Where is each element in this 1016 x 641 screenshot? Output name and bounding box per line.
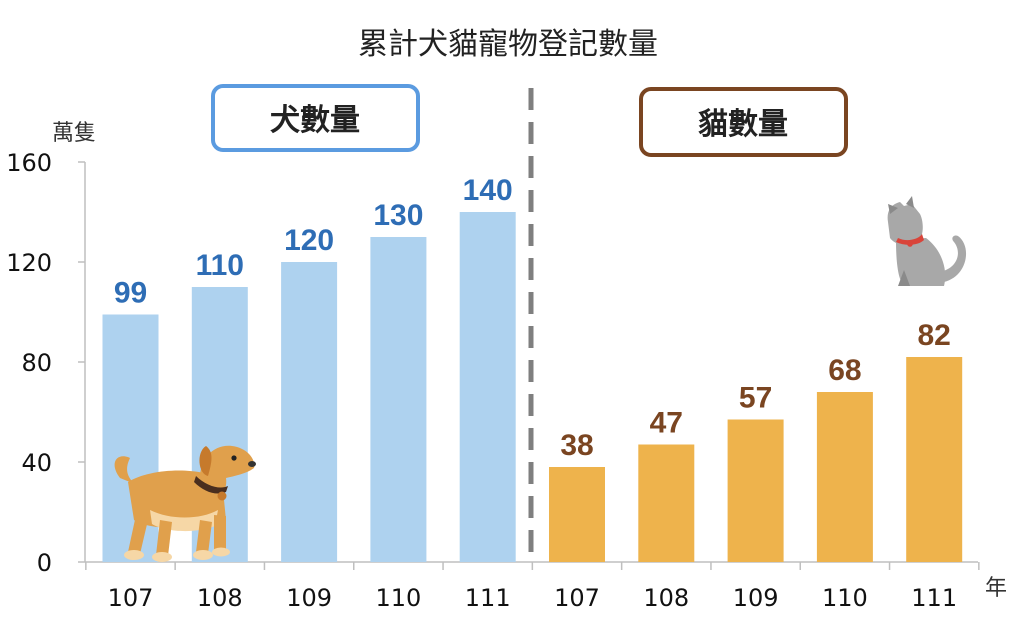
x-tick-label: 111 [911, 584, 957, 612]
legend-box-dog [211, 84, 420, 152]
value-label: 47 [650, 407, 683, 440]
y-ticks: 0 40 80 120 160 [6, 149, 85, 577]
bar-cat-110 [816, 392, 873, 562]
value-label: 140 [463, 174, 513, 207]
legend-label-dog: 犬數量 [270, 103, 360, 138]
bar-cat-109 [727, 419, 784, 562]
bar-cat-108 [638, 444, 695, 562]
x-tick-label: 107 [554, 584, 600, 612]
x-tick-label: 108 [197, 584, 243, 612]
bars [102, 212, 963, 562]
x-tick-label: 110 [822, 584, 868, 612]
value-label: 38 [560, 429, 593, 462]
dog-icon [114, 445, 256, 562]
x-tick-label: 111 [465, 584, 511, 612]
bar-dog-109 [281, 262, 338, 562]
y-tick-label: 80 [21, 349, 52, 377]
value-label: 120 [284, 224, 334, 257]
legend-label-cat: 貓數量 [698, 107, 788, 142]
value-label: 130 [373, 199, 423, 232]
bar-dog-110 [370, 237, 427, 562]
y-tick-label: 40 [21, 449, 52, 477]
bar-dog-111 [459, 212, 516, 562]
x-ticks: 107 108 109 110 111 107 108 109 110 111 [85, 562, 980, 612]
y-tick-label: 120 [6, 249, 52, 277]
cat-icon [887, 196, 967, 286]
x-tick-label: 109 [286, 584, 332, 612]
value-label: 68 [828, 354, 861, 387]
x-tick-label: 108 [643, 584, 689, 612]
legend-box-cat [639, 87, 848, 157]
value-labels: 99 110 120 130 140 38 47 57 68 82 [114, 174, 951, 462]
x-tick-label: 110 [375, 584, 421, 612]
y-tick-label: 160 [6, 149, 52, 177]
x-tick-label: 107 [108, 584, 154, 612]
value-label: 57 [739, 382, 772, 415]
y-tick-label: 0 [37, 549, 52, 577]
value-label: 110 [196, 249, 244, 282]
y-axis-unit: 萬隻 [52, 121, 96, 146]
bar-cat-107 [549, 467, 605, 562]
value-label: 99 [114, 277, 147, 310]
x-axis-unit: 年 [985, 576, 1007, 601]
value-label: 82 [918, 319, 951, 352]
bar-cat-111 [906, 357, 963, 562]
chart-title: 累計犬貓寵物登記數量 [358, 27, 658, 62]
x-tick-label: 109 [733, 584, 779, 612]
